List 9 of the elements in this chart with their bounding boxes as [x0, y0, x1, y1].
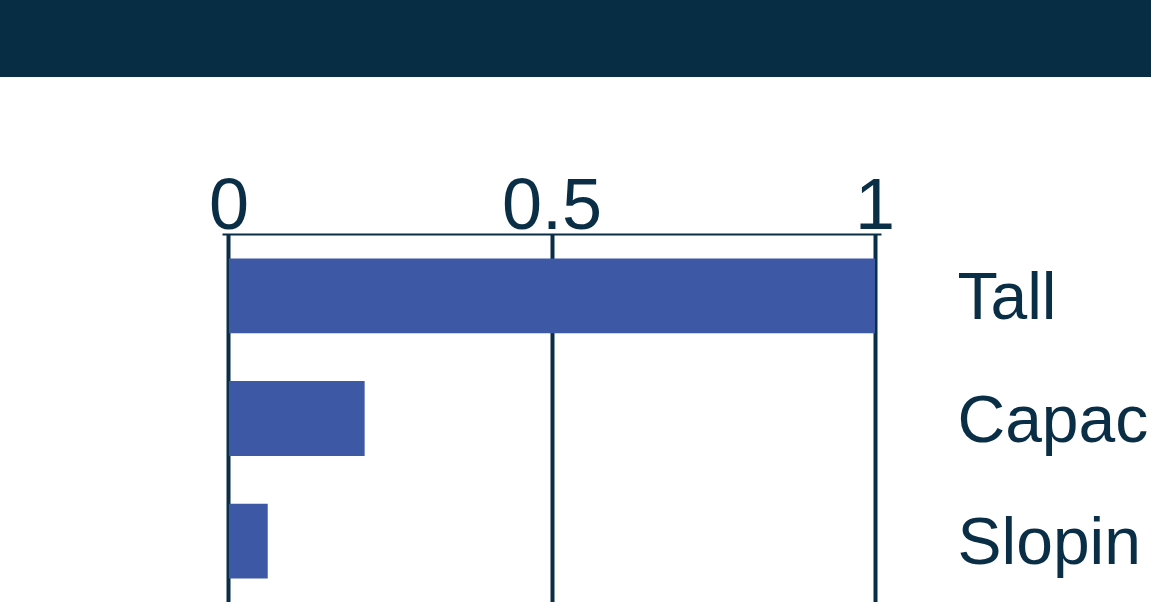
bar — [228, 381, 365, 456]
y-tick-label: Tall — [957, 258, 1057, 333]
y-tick-label: Capac — [957, 381, 1149, 456]
x-tick-label: 0 — [208, 163, 249, 244]
y-tick-label: Slopin — [957, 504, 1141, 579]
x-tick-label: 1 — [855, 163, 896, 244]
bar — [228, 258, 876, 334]
x-tick-label: 0.5 — [501, 163, 603, 244]
bar — [228, 503, 268, 579]
